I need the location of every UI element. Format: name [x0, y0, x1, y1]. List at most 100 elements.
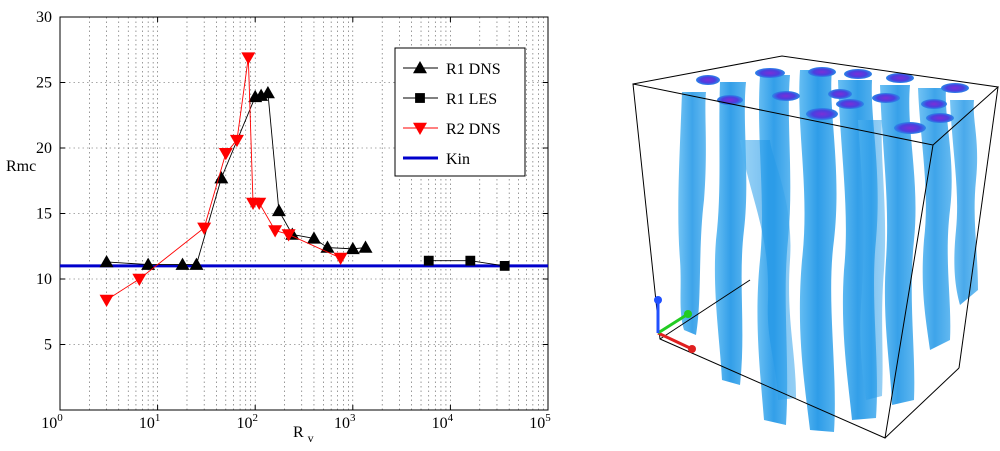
- legend-marker: [415, 93, 425, 103]
- box-right-edge: [958, 86, 999, 369]
- x-tick-label-exponent: 2: [252, 412, 258, 424]
- box-bottom-right: [884, 367, 960, 439]
- data-point: [241, 52, 256, 65]
- x-tick-label: 103: [334, 412, 356, 432]
- legend-label: R1 LES: [446, 91, 497, 108]
- x-tick-label-base: 10: [529, 415, 545, 432]
- x-axis-label-sub: v: [308, 431, 314, 445]
- x-axis-arrow: [657, 331, 693, 351]
- x-tick-label-exponent: 0: [57, 412, 63, 424]
- data-point: [271, 203, 286, 217]
- vortex-core: [844, 69, 872, 79]
- y-tick-label: 5: [44, 337, 52, 354]
- data-point: [252, 197, 267, 211]
- y-tick-label: 15: [36, 206, 52, 223]
- vortex-core: [921, 99, 947, 109]
- series-group: [60, 52, 548, 307]
- y-tick-label: 10: [36, 271, 52, 288]
- x-tick-label-exponent: 4: [448, 412, 454, 424]
- data-point: [141, 257, 156, 270]
- x-tick-label-base: 10: [41, 415, 57, 432]
- y-axis-tip: [684, 310, 692, 318]
- x-tick-label-base: 10: [139, 415, 155, 432]
- data-point: [320, 240, 335, 253]
- data-point: [175, 257, 190, 270]
- vortex-core: [836, 99, 864, 109]
- box-top-back: [632, 55, 1000, 146]
- x-axis-label-main: R: [293, 424, 304, 441]
- legend-entry: R2 DNS: [403, 121, 501, 138]
- vortex-core: [926, 113, 954, 123]
- legend-label: Kin: [446, 151, 470, 168]
- z-axis-tip: [654, 296, 662, 304]
- data-point: [189, 257, 204, 270]
- vortex-core: [828, 89, 852, 99]
- x-tick-label: 102: [236, 412, 258, 432]
- series-r2-dns: [99, 52, 348, 307]
- vortex-core: [941, 83, 969, 93]
- y-axis-arrow: [657, 312, 689, 335]
- legend-label: R2 DNS: [446, 121, 501, 138]
- data-point: [99, 254, 114, 268]
- data-point: [197, 222, 212, 235]
- y-tick-label: 25: [36, 75, 52, 92]
- data-point: [260, 85, 275, 99]
- data-point: [358, 240, 373, 253]
- x-tick-label-base: 10: [334, 415, 350, 432]
- data-point: [465, 255, 476, 266]
- data-point: [423, 255, 434, 266]
- data-point: [268, 225, 283, 238]
- x-tick-label-exponent: 5: [545, 412, 551, 424]
- legend-marker: [413, 61, 427, 74]
- data-point: [345, 241, 360, 255]
- vortex-core: [886, 73, 914, 83]
- legend-entry: R1 LES: [403, 91, 497, 108]
- series-line: [106, 92, 366, 266]
- bounding-box: [632, 55, 1000, 439]
- legend-entry: Kin: [403, 151, 470, 168]
- fluid-column: [678, 92, 706, 335]
- series-r1-les: [423, 255, 510, 271]
- fluid-column: [918, 88, 952, 350]
- legend-label: R1 DNS: [446, 61, 501, 78]
- vortex-core: [772, 91, 800, 101]
- legend-marker: [413, 122, 427, 135]
- y-axis-label: Rmc: [6, 158, 36, 175]
- data-point: [229, 134, 244, 148]
- fluid-column: [740, 140, 796, 400]
- legend-entry: R1 DNS: [403, 61, 501, 78]
- x-tick-label-base: 10: [432, 415, 448, 432]
- box-back-bottom: [659, 279, 751, 340]
- data-point: [333, 252, 348, 266]
- vortex-core: [894, 122, 926, 134]
- x-axis-label: R v: [293, 424, 314, 445]
- vortex-core: [806, 108, 838, 120]
- data-point: [214, 171, 229, 184]
- data-point: [132, 273, 147, 286]
- vortex-cores: [696, 67, 969, 134]
- vortex-core: [755, 68, 785, 78]
- y-tick-label: 30: [36, 9, 52, 26]
- x-tick-label-exponent: 3: [350, 412, 356, 424]
- x-axis-tip: [688, 345, 696, 353]
- x-tick-label: 105: [529, 412, 551, 432]
- vortex-core: [696, 75, 720, 85]
- series-r1-dns: [99, 85, 373, 270]
- fluid-column: [880, 85, 916, 405]
- volume-render-image: [632, 55, 1000, 439]
- fluid-column: [950, 100, 978, 305]
- fluid-column: [858, 120, 886, 400]
- fluid-column: [799, 70, 837, 432]
- data-point: [218, 147, 233, 161]
- data-point: [281, 229, 296, 242]
- data-point: [499, 261, 510, 271]
- y-tick-label: 20: [36, 140, 52, 157]
- fluid-column: [714, 82, 747, 385]
- data-point: [99, 294, 114, 307]
- vortex-core: [872, 93, 900, 103]
- vortex-core: [808, 67, 836, 77]
- fluid-columns: [678, 70, 978, 432]
- legend: R1 DNS R1 LES R2 DNS Kin: [394, 47, 526, 177]
